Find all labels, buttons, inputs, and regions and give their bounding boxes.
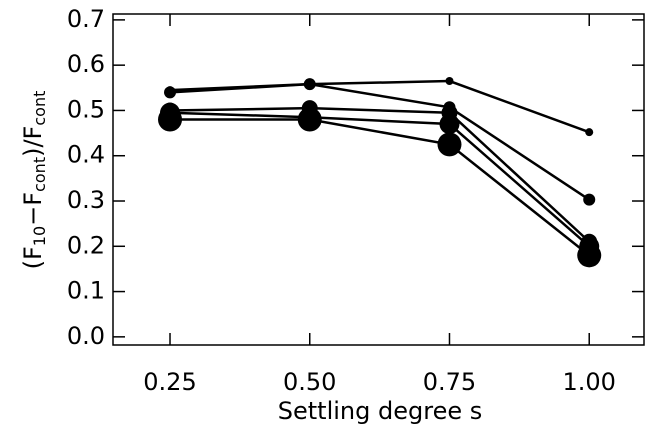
y-label-part: (F [19, 246, 47, 269]
y-label-sub: cont [30, 157, 49, 192]
point [439, 114, 460, 135]
y-tick-label: 0.0 [67, 322, 105, 350]
point [445, 77, 454, 86]
y-tick-label: 0.1 [67, 277, 105, 305]
x-tick-label: 1.00 [563, 368, 616, 396]
x-tick-label: 0.25 [143, 368, 196, 396]
y-tick-label: 0.3 [67, 186, 105, 214]
x-tick-label: 0.75 [423, 368, 476, 396]
point [164, 86, 177, 99]
series-line [169, 106, 591, 243]
y-label-sub: cont [30, 91, 49, 126]
y-tick-label: 0.5 [67, 95, 105, 123]
point [577, 243, 602, 268]
point [303, 78, 316, 91]
point [158, 107, 183, 132]
point [585, 128, 594, 137]
series-line [169, 82, 590, 201]
y-tick-label: 0.6 [67, 50, 105, 78]
plot-frame [112, 13, 645, 346]
y-label-sub: 10 [30, 226, 49, 246]
series-line [170, 118, 591, 257]
x-axis-label: Settling degree s [278, 397, 482, 425]
y-tick-label: 0.2 [67, 231, 105, 259]
point [583, 193, 596, 206]
y-label-part: )/F [19, 126, 47, 157]
y-label-part: −F [19, 192, 47, 226]
y-axis-label: (F10−Fcont)/Fcont [19, 91, 49, 270]
series-line [169, 111, 591, 248]
point [437, 132, 462, 157]
x-tick-label: 0.50 [283, 368, 336, 396]
y-tick-label: 0.4 [67, 141, 105, 169]
point [297, 107, 322, 132]
y-tick-label: 0.7 [67, 5, 105, 33]
